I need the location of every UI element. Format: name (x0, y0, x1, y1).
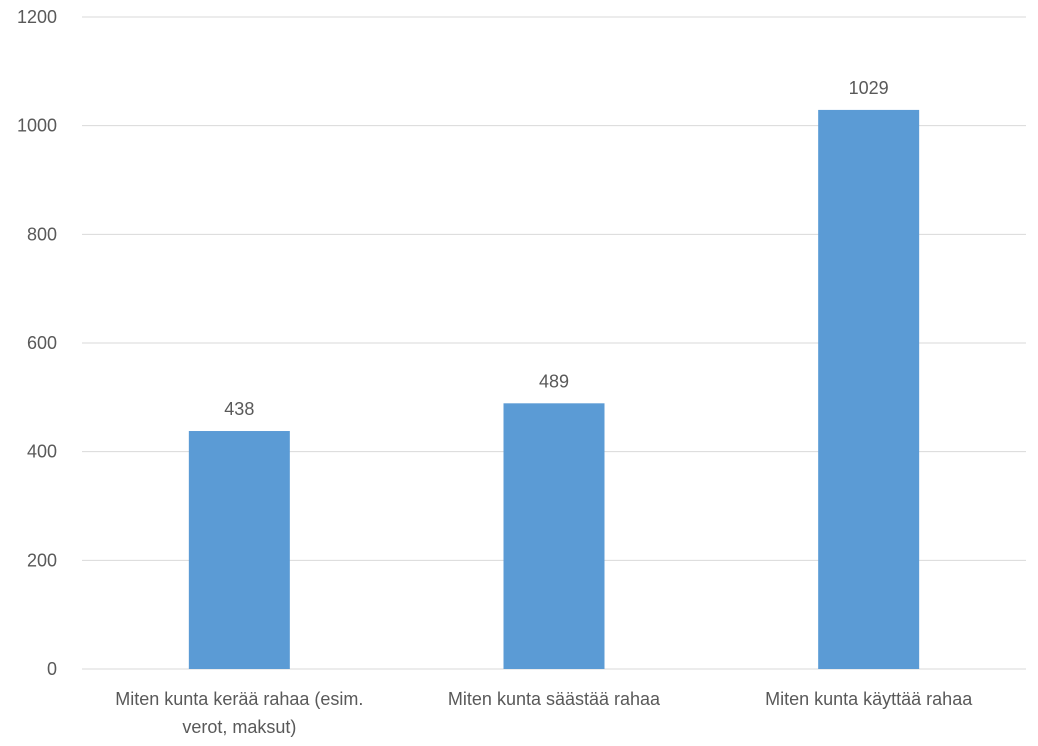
x-tick-label: verot, maksut) (182, 717, 296, 737)
data-label: 489 (539, 371, 569, 391)
x-tick-label: Miten kunta säästää rahaa (448, 689, 661, 709)
x-tick-label: Miten kunta käyttää rahaa (765, 689, 973, 709)
bar (188, 431, 290, 669)
x-axis-category-labels: Miten kunta kerää rahaa (esim. verot, mak… (115, 689, 973, 737)
y-tick-label: 200 (27, 550, 57, 570)
data-label: 1029 (849, 78, 889, 98)
bar (503, 403, 605, 669)
bar (818, 109, 920, 669)
y-tick-label: 400 (27, 442, 57, 462)
data-labels: 438 489 1029 (224, 78, 888, 419)
y-tick-label: 600 (27, 333, 57, 353)
y-tick-label: 1000 (17, 116, 57, 136)
y-tick-label: 0 (47, 659, 57, 679)
bars (188, 109, 920, 669)
x-tick-label: Miten kunta kerää rahaa (esim. (115, 689, 363, 709)
data-label: 438 (224, 399, 254, 419)
y-tick-label: 800 (27, 224, 57, 244)
y-axis-tick-labels: 0 200 400 600 800 1000 1200 (17, 7, 57, 679)
y-tick-label: 1200 (17, 7, 57, 27)
